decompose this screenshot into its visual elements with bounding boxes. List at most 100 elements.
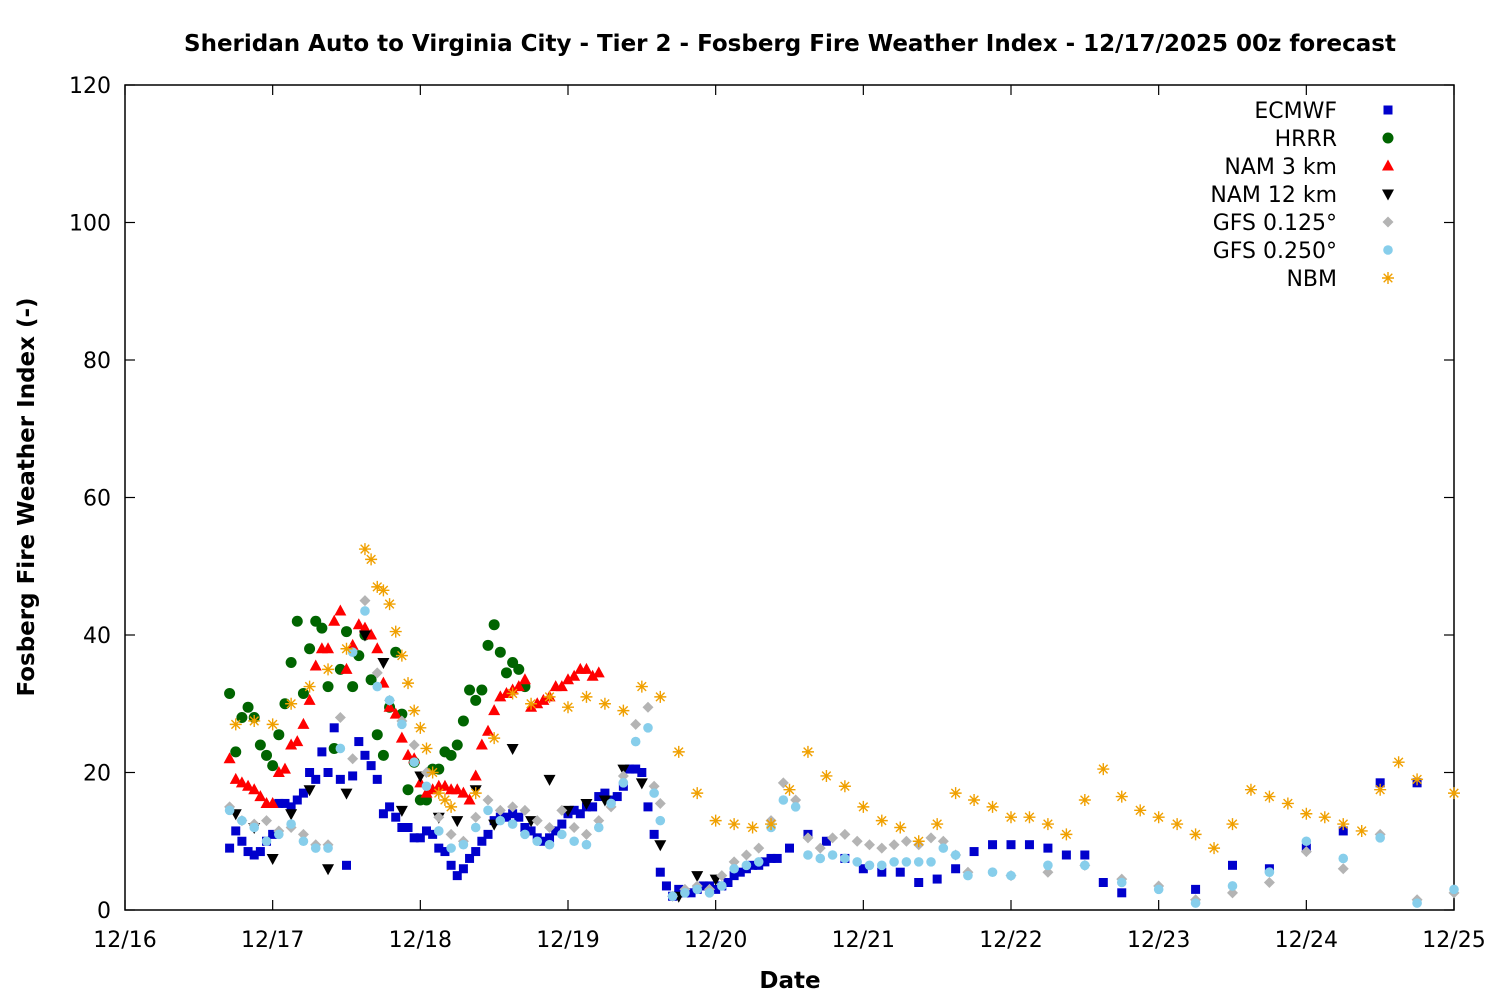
data-point [937,835,949,847]
data-point [912,835,925,848]
data-point [520,823,530,832]
data-point [292,795,302,805]
data-point [569,805,579,815]
data-point [1227,881,1238,891]
data-point [237,815,247,826]
y-tick-label: 40 [83,624,111,649]
data-point [297,717,310,729]
data-point [555,680,568,692]
data-point [519,804,531,816]
data-point [674,884,684,894]
data-point [514,812,524,822]
data-point [316,622,328,634]
series-gfs-0-250 [224,606,1459,908]
data-point [1448,787,1460,800]
data-point [1080,850,1090,860]
data-point [402,784,414,796]
data-point [575,809,585,819]
data-point [488,704,501,716]
data-point [500,686,513,698]
data-point [371,667,383,679]
data-point [1189,828,1202,841]
data-point [1300,807,1313,820]
data-point [1355,824,1368,837]
data-point [488,732,501,745]
x-tick-label: 12/23 [1127,928,1190,953]
data-point [581,839,592,850]
data-point [334,712,346,723]
data-point [1375,833,1385,843]
data-point [303,693,316,705]
data-point [389,625,402,638]
data-point [630,736,641,747]
data-point [348,771,358,781]
data-point [537,693,550,705]
data-point [249,850,259,860]
legend-label: NBM [1286,267,1337,292]
data-point [445,749,457,761]
data-point [341,626,352,638]
data-point [760,857,770,867]
data-point [877,867,887,877]
data-point [691,787,704,800]
data-point [938,843,949,853]
data-point [643,723,653,733]
data-point [606,798,616,809]
data-point [1338,826,1348,836]
data-point [1264,867,1275,877]
data-point [704,888,715,898]
data-point [1281,797,1294,810]
legend-marker [1382,159,1394,171]
data-point [243,847,253,857]
data-point [753,842,765,854]
data-point [692,884,703,895]
data-point [765,818,778,831]
data-point [446,843,456,853]
data-point [261,749,273,761]
data-point [969,847,979,857]
data-point [358,543,371,556]
data-point [495,815,506,826]
data-point [1097,763,1110,776]
data-point [950,850,961,860]
legend: ECMWF HRRR NAM 3 km NAM 12 km GFS 0.125° GFS … [1210,99,1394,292]
data-point [1412,898,1422,908]
data-point [643,802,653,812]
data-point [266,853,279,865]
data-point [1134,804,1147,817]
data-point [395,649,408,662]
data-point [728,818,741,831]
data-point [237,836,247,846]
data-point [1006,840,1016,850]
data-point [827,850,838,860]
data-point [562,701,574,714]
data-point [371,729,383,741]
data-point [377,584,390,597]
data-point [926,857,936,867]
data-point [1024,840,1034,850]
data-point [895,867,905,877]
data-point [421,781,432,792]
data-point [372,681,383,692]
data-point [814,842,826,854]
data-point [661,881,671,891]
data-point [432,787,445,800]
data-point [728,856,740,868]
data-point [729,871,739,881]
data-point [421,826,431,836]
data-point [600,788,610,798]
data-point [593,822,604,833]
data-point [625,764,635,774]
data-point [815,853,826,864]
data-point [631,764,641,774]
data-point [580,662,593,674]
data-point [766,853,776,863]
data-point [438,794,451,806]
data-point [1060,828,1073,841]
data-point [458,839,469,850]
data-point [317,747,327,757]
data-point [875,814,888,827]
data-point [291,735,304,747]
data-series [223,543,1460,908]
data-point [494,646,506,658]
